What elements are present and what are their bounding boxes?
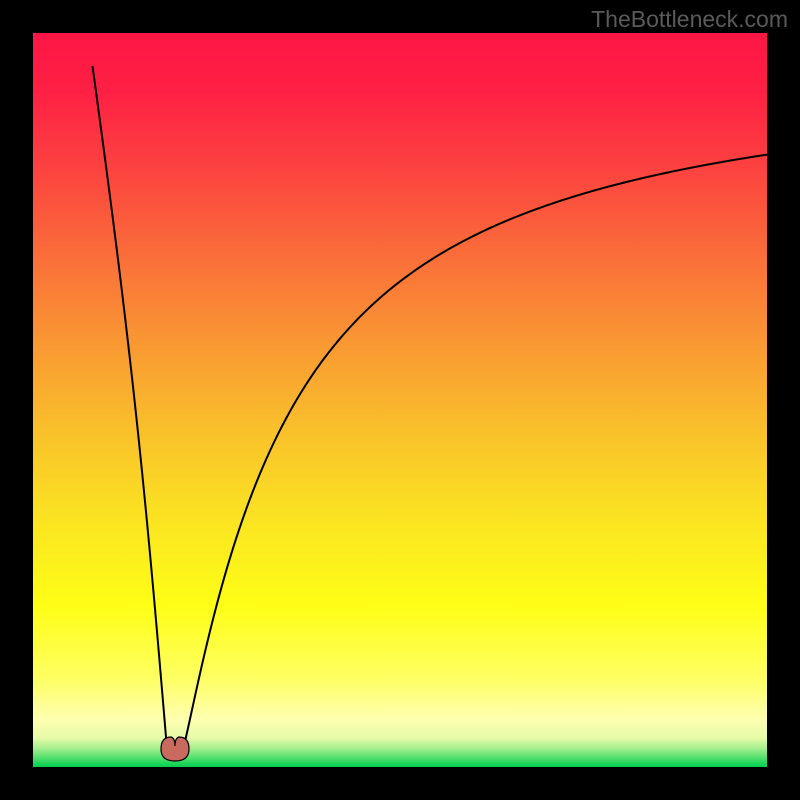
figure-container: { "watermark": { "text": "TheBottleneck.… [0, 0, 800, 800]
watermark-text: TheBottleneck.com [591, 6, 788, 33]
plot-area [33, 33, 767, 767]
bottleneck-chart [0, 0, 800, 800]
